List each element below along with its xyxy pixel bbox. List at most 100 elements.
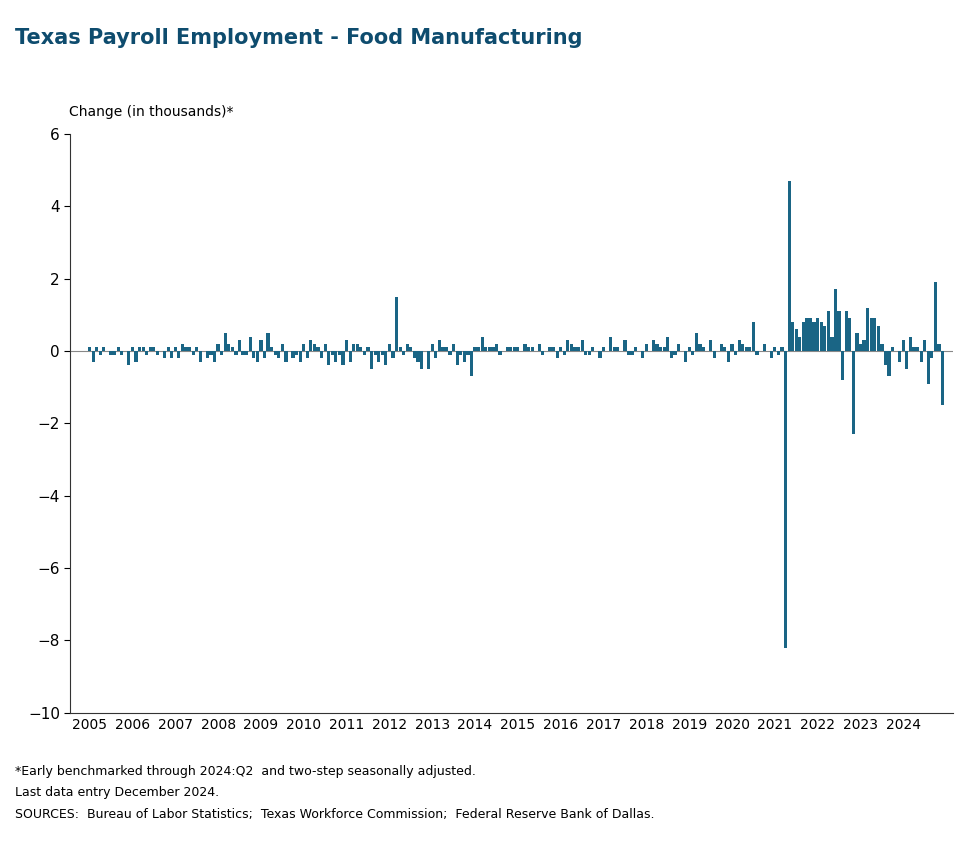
Bar [712,351,716,359]
Bar [442,347,445,351]
Bar [341,351,345,365]
Bar [405,344,408,351]
Bar [131,347,134,351]
Bar [738,340,741,351]
Bar [356,344,359,351]
Bar [170,351,173,359]
Bar [837,311,840,351]
Bar [95,347,99,351]
Bar [155,351,159,354]
Bar [228,344,231,351]
Bar [755,351,758,354]
Text: *Early benchmarked through 2024:Q2  and two-step seasonally adjusted.: *Early benchmarked through 2024:Q2 and t… [15,765,476,778]
Bar [609,337,613,351]
Bar [677,344,680,351]
Bar [630,351,634,354]
Bar [516,347,520,351]
Bar [559,347,563,351]
Bar [798,337,801,351]
Bar [827,311,830,351]
Bar [434,351,438,359]
Bar [88,347,91,351]
Bar [470,351,473,377]
Bar [438,340,441,351]
Bar [805,319,809,351]
Bar [185,347,188,351]
Bar [485,347,488,351]
Bar [455,351,459,365]
Bar [662,347,665,351]
Bar [709,340,712,351]
Bar [113,351,116,354]
Bar [742,344,744,351]
Bar [919,351,922,362]
Bar [384,351,388,365]
Bar [598,351,602,359]
Bar [902,340,905,351]
Bar [263,351,266,359]
Bar [816,319,820,351]
Bar [366,347,369,351]
Bar [352,344,356,351]
Text: Last data entry December 2024.: Last data entry December 2024. [15,786,219,799]
Bar [495,344,498,351]
Bar [866,308,870,351]
Bar [567,340,570,351]
Bar [791,322,794,351]
Bar [488,347,490,351]
Bar [248,337,252,351]
Bar [466,351,470,354]
Bar [345,340,348,351]
Bar [898,351,902,362]
Text: SOURCES:  Bureau of Labor Statistics;  Texas Workforce Commission;  Federal Rese: SOURCES: Bureau of Labor Statistics; Tex… [15,808,655,821]
Bar [656,344,658,351]
Bar [916,347,919,351]
Bar [256,351,259,362]
Bar [416,351,419,362]
Bar [627,351,630,354]
Bar [231,347,234,351]
Bar [613,347,616,351]
Bar [794,329,798,351]
Bar [188,347,191,351]
Bar [670,351,673,359]
Bar [537,344,541,351]
Bar [481,337,484,351]
Bar [177,351,181,359]
Bar [445,347,448,351]
Bar [852,351,855,435]
Bar [891,347,894,351]
Bar [409,347,412,351]
Bar [552,347,555,351]
Bar [491,347,494,351]
Bar [744,347,748,351]
Bar [334,351,337,362]
Text: Change (in thousands)*: Change (in thousands)* [69,105,234,119]
Bar [699,344,701,351]
Bar [930,351,933,359]
Bar [659,347,662,351]
Bar [149,347,151,351]
Bar [109,351,112,354]
Bar [880,344,883,351]
Bar [573,347,576,351]
Bar [360,347,362,351]
Bar [577,347,580,351]
Bar [209,351,213,354]
Bar [870,319,872,351]
Bar [99,351,102,354]
Bar [873,319,876,351]
Bar [909,337,913,351]
Bar [834,289,837,351]
Bar [381,351,384,354]
Bar [731,344,734,351]
Bar [884,351,887,365]
Bar [937,344,941,351]
Bar [923,340,926,351]
Bar [224,333,227,351]
Bar [695,333,698,351]
Bar [688,347,691,351]
Bar [777,351,780,354]
Bar [427,351,430,369]
Bar [541,351,544,354]
